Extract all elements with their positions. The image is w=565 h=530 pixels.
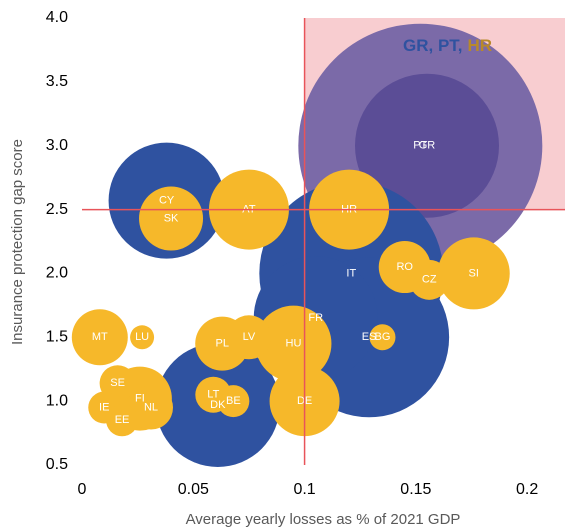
- bubble: [355, 73, 499, 218]
- x-tick-label: 0.05: [178, 481, 209, 498]
- bubble-label: FR: [308, 312, 323, 324]
- bubble-label: MT: [92, 331, 108, 343]
- bubble: [129, 385, 173, 430]
- annotation-part: GR, PT,: [403, 36, 463, 55]
- bubble-label: GR: [419, 140, 436, 152]
- bubble: [255, 305, 332, 382]
- bubble: [139, 186, 204, 251]
- bubble: [369, 324, 396, 351]
- bubble: [106, 404, 139, 437]
- bubble-label: IE: [99, 401, 109, 413]
- bubble-label: DK: [210, 399, 226, 411]
- x-tick-label: 0.2: [516, 481, 538, 498]
- bubble: [226, 315, 271, 360]
- bubble-label: HU: [286, 338, 302, 350]
- bubble-label: EE: [115, 414, 130, 426]
- y-axis-title: Insurance protection gap score: [9, 139, 26, 345]
- x-tick-label: 0.15: [400, 481, 431, 498]
- bubble-label: FI: [135, 392, 145, 404]
- y-tick-label: 0.5: [46, 456, 68, 473]
- x-axis-title: Average yearly losses as % of 2021 GDP: [186, 511, 461, 528]
- y-tick-label: 3.5: [46, 73, 68, 90]
- bubble: [130, 325, 155, 350]
- y-tick-label: 2.5: [46, 201, 68, 218]
- bubble-label: RO: [396, 261, 413, 273]
- y-tick-label: 3.0: [46, 137, 68, 154]
- bubble-label: CY: [159, 195, 175, 207]
- annotation-part: HR: [468, 36, 493, 55]
- y-tick-label: 1.5: [46, 329, 68, 346]
- bubble: [437, 237, 510, 310]
- annotation: GR, PT, HR: [403, 36, 492, 55]
- bubble-label: PL: [215, 338, 228, 350]
- bubble-label: NL: [144, 401, 158, 413]
- bubble-label: LV: [243, 331, 256, 343]
- bubble-label: ES: [362, 331, 377, 343]
- bubble-label: LT: [207, 389, 219, 401]
- bubble-label: CZ: [422, 274, 437, 286]
- y-tick-label: 1.0: [46, 392, 68, 409]
- bubble-label: SI: [469, 267, 479, 279]
- x-tick-label: 0: [78, 481, 87, 498]
- bubble: [71, 309, 128, 366]
- bubble-label: BE: [226, 395, 241, 407]
- bubble-label: SK: [164, 212, 179, 224]
- x-tick-label: 0.1: [293, 481, 315, 498]
- bubble-label: PT: [413, 140, 427, 152]
- bubble-label: LU: [135, 331, 149, 343]
- bubble-label: IT: [346, 267, 356, 279]
- bubble-label: BG: [375, 331, 391, 343]
- y-tick-label: 2.0: [46, 265, 68, 282]
- bubble: [217, 385, 250, 418]
- bubble-label: SE: [110, 377, 125, 389]
- y-tick-label: 4.0: [46, 9, 68, 26]
